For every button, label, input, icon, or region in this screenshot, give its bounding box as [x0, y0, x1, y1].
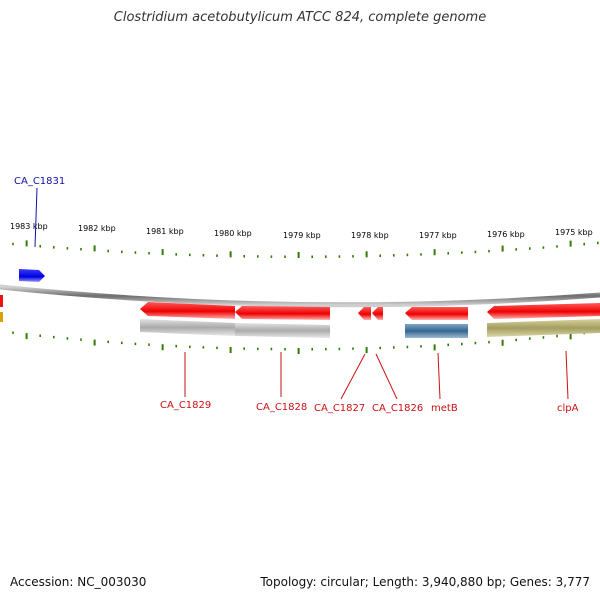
gene-arrow-clpa[interactable]	[487, 303, 600, 319]
gene-label-ca-c1826[interactable]: CA_C1826	[372, 403, 423, 414]
gene-arrow-ca-c1828[interactable]	[235, 306, 330, 320]
gene-label-clpa[interactable]: clpA	[557, 403, 579, 414]
leader-line-metb	[437, 352, 441, 400]
leader-line-ca-c1831	[34, 187, 38, 248]
gene-leader-lines	[34, 187, 569, 400]
gene-arrow-ca-c1829[interactable]	[140, 302, 235, 319]
ruler-label: 1979 kbp	[283, 231, 321, 240]
leader-line-ca-c1827	[340, 353, 366, 400]
ruler-label: 1977 kbp	[419, 231, 457, 240]
ruler-label: 1975 kbp	[555, 228, 593, 237]
gene-label-ca-c1831[interactable]: CA_C1831	[14, 176, 65, 187]
gene-label-ca-c1828[interactable]: CA_C1828	[256, 402, 307, 413]
map-title: Clostridium acetobutylicum ATCC 824, com…	[113, 10, 487, 25]
track-segment-gray-2	[235, 323, 330, 338]
ruler-label: 1982 kbp	[78, 224, 116, 233]
track-segment-blue	[405, 324, 468, 338]
gene-arrow-metb[interactable]	[405, 307, 468, 320]
ruler-label: 1976 kbp	[487, 230, 525, 239]
track-segment-olive	[487, 319, 600, 337]
genome-backbone	[0, 284, 600, 308]
gene-arrow-ca-c1831[interactable]	[19, 269, 45, 282]
accession-text: Accession: NC_003030	[10, 575, 147, 589]
ruler-labels: 1983 kbp 1982 kbp 1981 kbp 1980 kbp 1979…	[10, 222, 593, 240]
leader-line-clpa	[565, 350, 569, 400]
gene-label-ca-c1829[interactable]: CA_C1829	[160, 400, 211, 411]
ruler-label: 1981 kbp	[146, 227, 184, 236]
leader-line-ca-c1826	[375, 353, 398, 400]
track-fragment-left	[0, 312, 3, 322]
gene-arrow-ca-c1826[interactable]	[372, 307, 383, 320]
ruler-ticks-upper	[12, 240, 599, 258]
track-segment-gray-1	[140, 319, 235, 336]
ruler-label: 1980 kbp	[214, 229, 252, 238]
gene-label-ca-c1827[interactable]: CA_C1827	[314, 403, 365, 414]
gene-label-metb[interactable]: metB	[431, 403, 458, 414]
ruler-ticks-lower	[12, 330, 599, 354]
genome-summary-text: Topology: circular; Length: 3,940,880 bp…	[260, 575, 590, 589]
ruler-label: 1983 kbp	[10, 222, 48, 231]
gene-arrow-ca-c1827[interactable]	[358, 307, 371, 320]
gene-fragment-left	[0, 295, 3, 307]
ruler-label: 1978 kbp	[351, 231, 389, 240]
